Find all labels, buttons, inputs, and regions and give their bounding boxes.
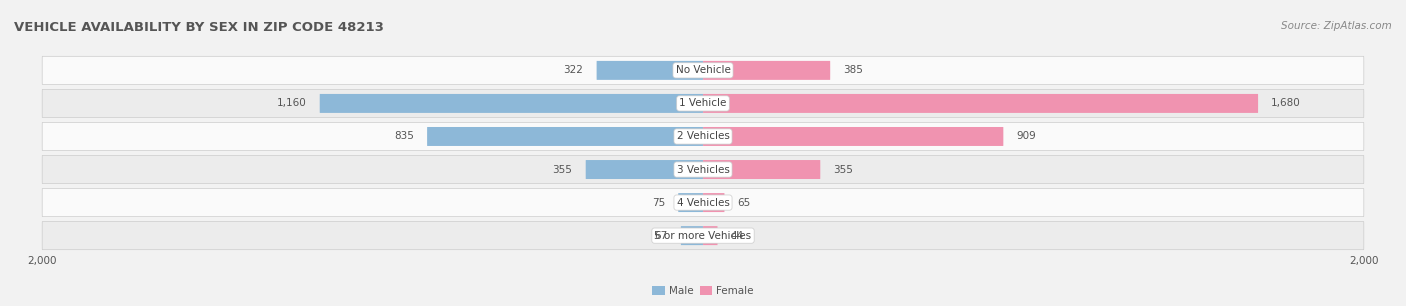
FancyBboxPatch shape [319,94,703,113]
FancyBboxPatch shape [586,160,703,179]
Text: 322: 322 [564,65,583,75]
FancyBboxPatch shape [703,193,724,212]
Text: 2 Vehicles: 2 Vehicles [676,132,730,141]
Text: 1,680: 1,680 [1271,99,1301,108]
Text: 385: 385 [844,65,863,75]
FancyBboxPatch shape [42,56,1364,84]
FancyBboxPatch shape [42,188,1364,217]
FancyBboxPatch shape [427,127,703,146]
Text: 1,160: 1,160 [277,99,307,108]
FancyBboxPatch shape [703,61,830,80]
Text: No Vehicle: No Vehicle [675,65,731,75]
Text: 5 or more Vehicles: 5 or more Vehicles [654,231,752,241]
FancyBboxPatch shape [678,193,703,212]
Text: 835: 835 [394,132,413,141]
FancyBboxPatch shape [703,160,820,179]
FancyBboxPatch shape [42,122,1364,151]
FancyBboxPatch shape [703,127,1004,146]
Text: 75: 75 [652,198,665,207]
FancyBboxPatch shape [681,226,703,245]
Text: 3 Vehicles: 3 Vehicles [676,165,730,174]
Text: VEHICLE AVAILABILITY BY SEX IN ZIP CODE 48213: VEHICLE AVAILABILITY BY SEX IN ZIP CODE … [14,21,384,34]
FancyBboxPatch shape [703,226,717,245]
FancyBboxPatch shape [42,89,1364,118]
Text: Source: ZipAtlas.com: Source: ZipAtlas.com [1281,21,1392,32]
Text: 65: 65 [738,198,751,207]
Text: 909: 909 [1017,132,1036,141]
Text: 67: 67 [654,231,668,241]
Text: 4 Vehicles: 4 Vehicles [676,198,730,207]
FancyBboxPatch shape [42,155,1364,184]
Text: 355: 355 [553,165,572,174]
Legend: Male, Female: Male, Female [648,282,758,300]
Text: 1 Vehicle: 1 Vehicle [679,99,727,108]
FancyBboxPatch shape [596,61,703,80]
Text: 355: 355 [834,165,853,174]
FancyBboxPatch shape [42,222,1364,250]
Text: 44: 44 [731,231,744,241]
FancyBboxPatch shape [703,94,1258,113]
